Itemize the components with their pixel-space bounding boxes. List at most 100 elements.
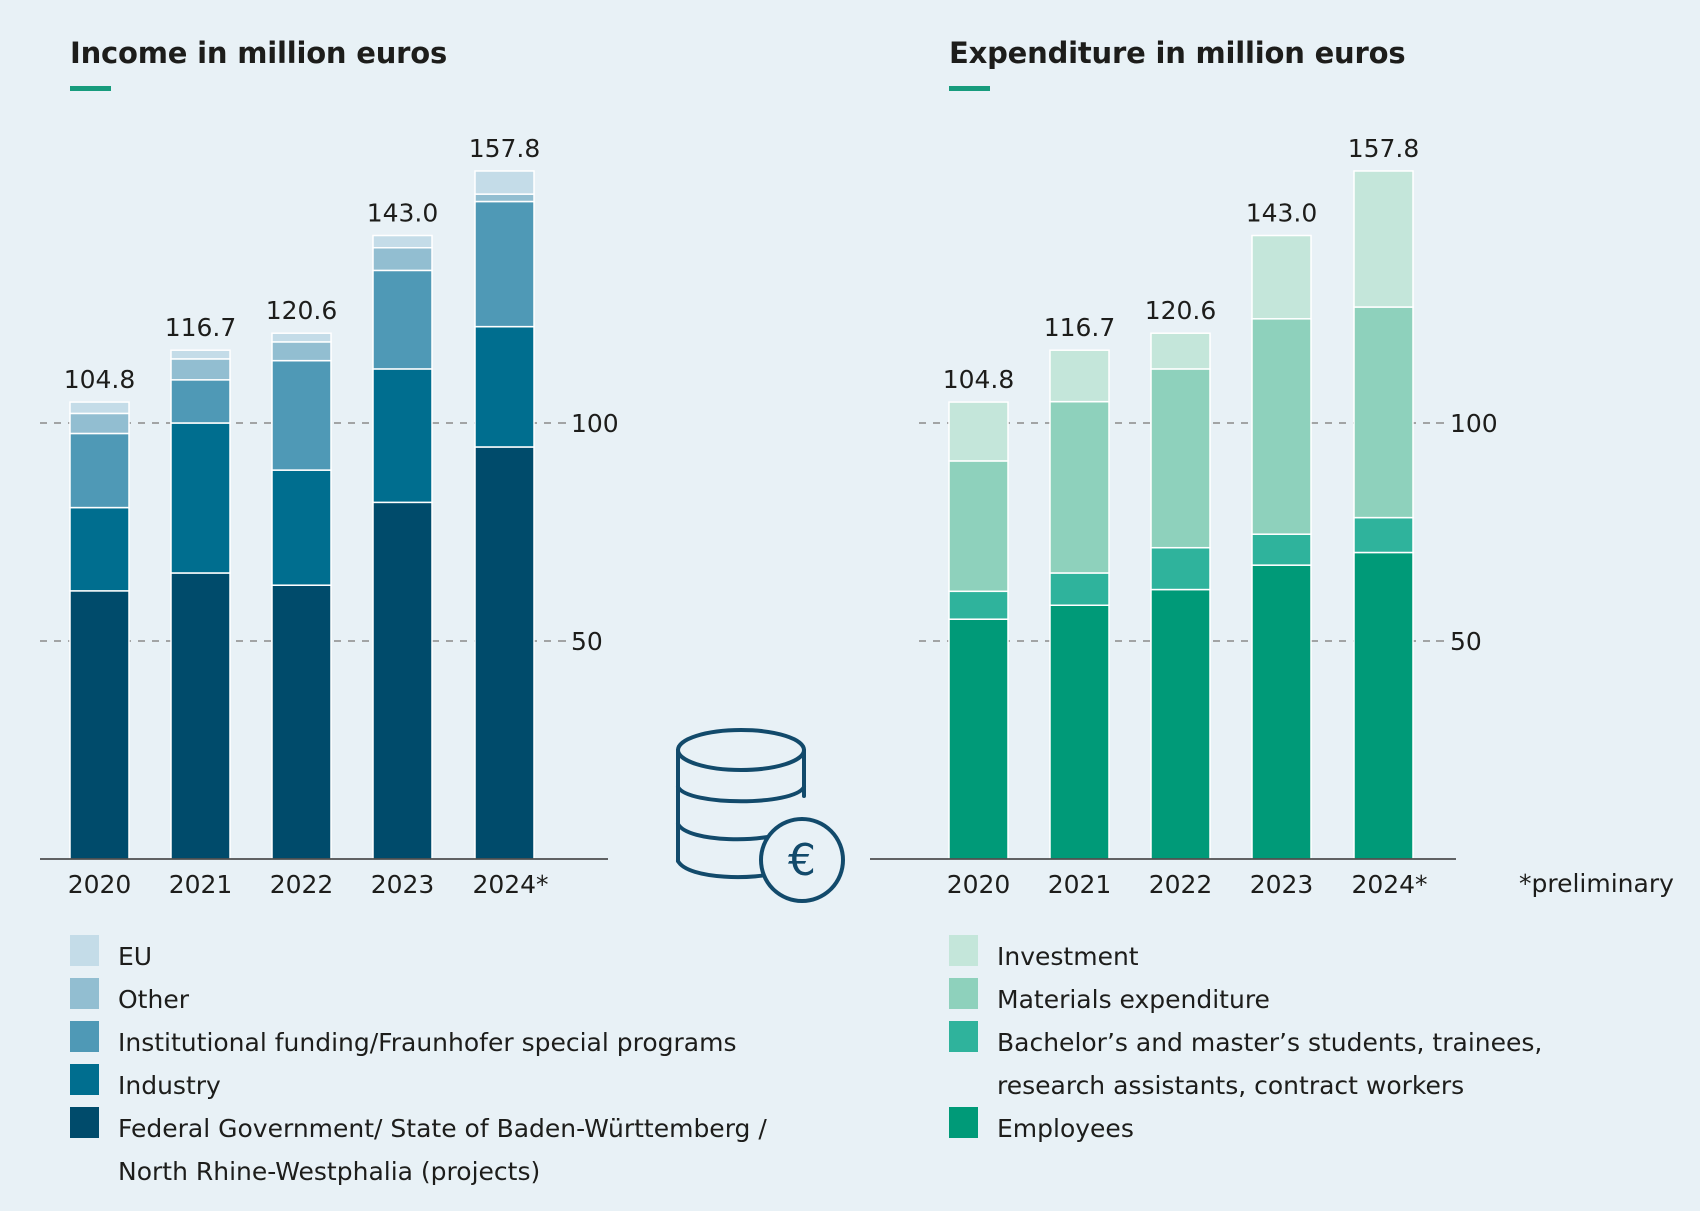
preliminary-footnote: *preliminary xyxy=(1519,869,1674,898)
bar-segment-other xyxy=(69,412,130,435)
bar-segment-eu xyxy=(271,332,332,343)
legend-item-federal: Federal Government/ State of Baden-Württ… xyxy=(70,1107,767,1193)
bar-segment-employees xyxy=(1251,564,1312,860)
bar-total-label: 157.8 xyxy=(469,134,541,163)
legend-label: Institutional funding/Fraunhofer special… xyxy=(118,1028,737,1057)
x-tick-label: 2021 xyxy=(1048,870,1112,899)
bar-segment-industry xyxy=(69,506,130,592)
legend-swatch-institutional xyxy=(70,1021,99,1052)
legend-label: Industry xyxy=(118,1071,221,1100)
bar-segment-institutional-funding-fraunh xyxy=(372,269,433,370)
bar-segment-bachelor-s-and-master-s-stud xyxy=(1251,533,1312,566)
bar-segment-institutional-funding-fraunh xyxy=(69,432,130,509)
legend-label-line2: North Rhine-Westphalia (projects) xyxy=(118,1157,541,1186)
bar-total-label: 143.0 xyxy=(1246,199,1318,228)
bar-segment-investment xyxy=(1150,332,1211,370)
bar-total-label: 120.6 xyxy=(1145,296,1217,325)
bar-segment-bachelor-s-and-master-s-stud xyxy=(1353,516,1414,554)
bar-total-label: 116.7 xyxy=(165,313,237,342)
bar-total-label: 157.8 xyxy=(1348,134,1420,163)
x-tick-label: 2022 xyxy=(270,870,334,899)
bar-segment-federal-government-state-of- xyxy=(474,446,535,860)
svg-text:€: € xyxy=(788,835,816,886)
bar-segment-other xyxy=(474,193,535,203)
bar-segment-investment xyxy=(1353,170,1414,308)
bar-segment-materials-expenditure xyxy=(1150,368,1211,549)
x-tick-label: 2024* xyxy=(1351,870,1427,899)
bar-segment-industry xyxy=(372,368,433,504)
legend-swatch-other xyxy=(70,978,99,1009)
x-tick-label: 2022 xyxy=(1149,870,1213,899)
legend-item-other: Other xyxy=(70,978,767,1021)
legend-label-line2: research assistants, contract workers xyxy=(997,1071,1465,1100)
legend-item-employees: Employees xyxy=(949,1107,1542,1150)
income-title-rule xyxy=(70,86,111,91)
bar-segment-eu xyxy=(372,234,433,249)
legend-label: EU xyxy=(118,942,153,971)
legend-label: Bachelor’s and master’s students, traine… xyxy=(997,1028,1543,1057)
bar-segment-other xyxy=(372,246,433,272)
bar-segment-employees xyxy=(1049,604,1110,860)
legend-swatch-materials xyxy=(949,978,978,1009)
bar-total-label: 143.0 xyxy=(367,199,439,228)
bar-segment-investment xyxy=(1251,234,1312,320)
legend-label: Employees xyxy=(997,1114,1134,1143)
legend-label: Investment xyxy=(997,942,1139,971)
legend-item-investment: Investment xyxy=(949,935,1542,978)
legend-swatch-employees xyxy=(949,1107,978,1138)
bar-segment-other xyxy=(271,341,332,362)
bar-segment-bachelor-s-and-master-s-stud xyxy=(948,590,1009,620)
bar-segment-eu xyxy=(69,401,130,415)
x-tick-label: 2020 xyxy=(947,870,1011,899)
y-tick-label: 100 xyxy=(1450,409,1498,438)
legend-swatch-federal xyxy=(70,1107,99,1138)
bar-segment-materials-expenditure xyxy=(1353,306,1414,519)
legend-item-industry: Industry xyxy=(70,1064,767,1107)
legend-swatch-investment xyxy=(949,935,978,966)
bar-total-label: 116.7 xyxy=(1044,313,1116,342)
bar-segment-eu xyxy=(474,170,535,195)
bar-segment-employees xyxy=(1353,551,1414,860)
bar-segment-bachelor-s-and-master-s-stud xyxy=(1150,546,1211,591)
y-tick-label: 50 xyxy=(571,627,603,656)
expenditure-chart-title: Expenditure in million euros xyxy=(949,36,1406,70)
coins-euro-icon: € xyxy=(676,728,845,903)
legend-item-institutional: Institutional funding/Fraunhofer special… xyxy=(70,1021,767,1064)
legend-label: Federal Government/ State of Baden-Württ… xyxy=(118,1114,767,1143)
x-tick-label: 2023 xyxy=(371,870,435,899)
bar-segment-institutional-funding-fraunh xyxy=(170,379,231,424)
y-tick-label: 50 xyxy=(1450,627,1482,656)
bar-segment-industry xyxy=(474,325,535,448)
bar-segment-federal-government-state-of- xyxy=(69,590,130,860)
expenditure-title-rule xyxy=(949,86,990,91)
bar-total-label: 104.8 xyxy=(64,365,136,394)
bar-segment-bachelor-s-and-master-s-stud xyxy=(1049,572,1110,606)
bar-segment-eu xyxy=(170,349,231,360)
y-tick-label: 100 xyxy=(571,409,619,438)
bar-segment-materials-expenditure xyxy=(1049,400,1110,574)
x-tick-label: 2023 xyxy=(1250,870,1314,899)
legend-label: Materials expenditure xyxy=(997,985,1270,1014)
legend-item-students: Bachelor’s and master’s students, traine… xyxy=(949,1021,1542,1107)
x-tick-label: 2024* xyxy=(472,870,548,899)
legend-item-eu: EU xyxy=(70,935,767,978)
legend-swatch-students xyxy=(949,1021,978,1052)
bar-segment-employees xyxy=(1150,588,1211,860)
bar-segment-industry xyxy=(271,469,332,586)
legend-label: Other xyxy=(118,985,189,1014)
x-tick-label: 2020 xyxy=(68,870,132,899)
legend-swatch-eu xyxy=(70,935,99,966)
legend-swatch-industry xyxy=(70,1064,99,1095)
bar-total-label: 120.6 xyxy=(266,296,338,325)
legend-item-materials: Materials expenditure xyxy=(949,978,1542,1021)
income-legend: EU Other Institutional funding/Fraunhofe… xyxy=(70,935,767,1193)
bar-segment-federal-government-state-of- xyxy=(170,572,231,860)
bar-segment-investment xyxy=(948,401,1009,462)
bar-segment-materials-expenditure xyxy=(948,460,1009,593)
x-tick-label: 2021 xyxy=(169,870,233,899)
bar-segment-institutional-funding-fraunh xyxy=(271,359,332,471)
bar-segment-industry xyxy=(170,422,231,574)
income-chart-title: Income in million euros xyxy=(70,36,448,70)
bar-segment-federal-government-state-of- xyxy=(271,584,332,860)
